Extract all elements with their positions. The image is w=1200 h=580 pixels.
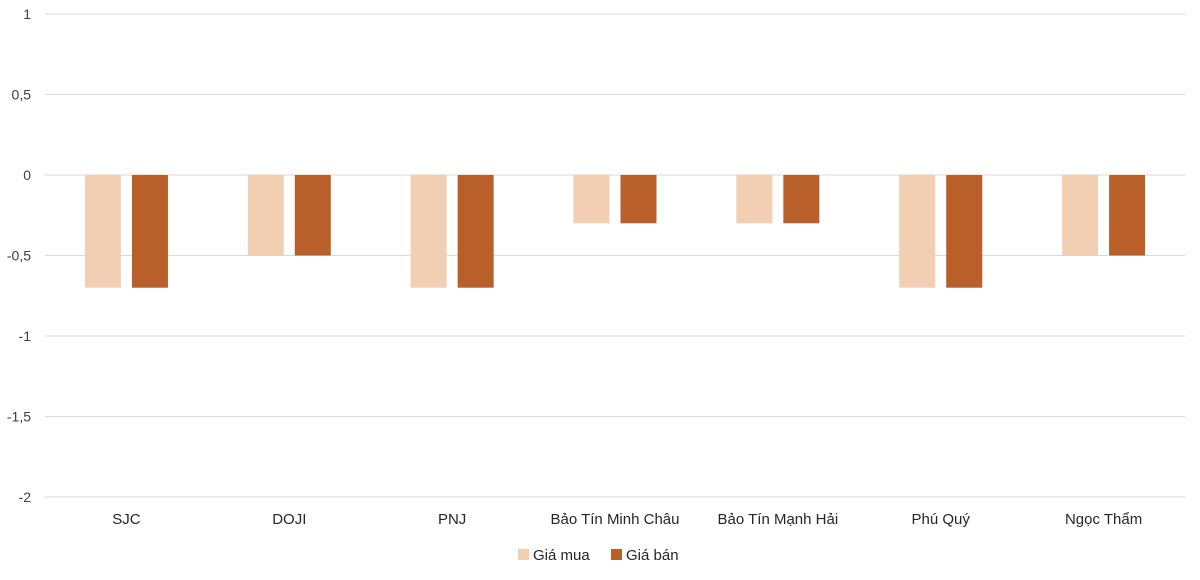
bar-gia-ban — [783, 175, 820, 224]
bar-gia-ban — [946, 175, 983, 288]
legend-label: Giá mua — [533, 547, 590, 564]
x-axis-labels: SJC DOJI PNJ Bảo Tín Minh Châu Bảo Tín Mạnh … — [112, 511, 1142, 528]
bar-gia-mua — [247, 175, 284, 256]
bar-gia-mua — [1062, 175, 1099, 256]
bar-gia-ban — [294, 175, 331, 256]
gridlines — [45, 13, 1185, 498]
legend-swatch — [611, 549, 622, 560]
x-category-label: DOJI — [272, 511, 306, 528]
y-tick-label: -0,5 — [7, 248, 31, 264]
bar-gia-ban — [131, 175, 168, 288]
bar-gia-ban — [1109, 175, 1146, 256]
bars — [84, 175, 1146, 288]
y-tick-label: 0 — [23, 167, 31, 183]
legend: Giá mua Giá bán — [518, 547, 679, 564]
bar-gia-mua — [736, 175, 773, 224]
x-category-label: Bảo Tín Minh Châu — [551, 511, 680, 528]
bar-gia-mua — [899, 175, 936, 288]
y-tick-label: 1 — [23, 6, 31, 22]
x-category-label: Bảo Tín Mạnh Hải — [718, 511, 839, 528]
x-category-label: Ngọc Thẩm — [1065, 511, 1142, 528]
bar-gia-mua — [410, 175, 447, 288]
x-category-label: SJC — [112, 511, 141, 528]
y-tick-label: -1 — [19, 328, 32, 344]
y-tick-label: -1,5 — [7, 409, 31, 425]
y-axis-ticks: 1 0,5 0 -0,5 -1 -1,5 -2 — [7, 6, 31, 505]
x-category-label: Phú Quý — [912, 511, 971, 528]
bar-gia-ban — [620, 175, 657, 224]
x-category-label: PNJ — [438, 511, 466, 528]
y-tick-label: 0,5 — [12, 87, 32, 103]
y-tick-label: -2 — [19, 489, 32, 505]
bar-gia-mua — [84, 175, 121, 288]
legend-label: Giá bán — [626, 547, 679, 564]
legend-swatch — [518, 549, 529, 560]
bar-gia-mua — [573, 175, 610, 224]
bar-gia-ban — [457, 175, 494, 288]
